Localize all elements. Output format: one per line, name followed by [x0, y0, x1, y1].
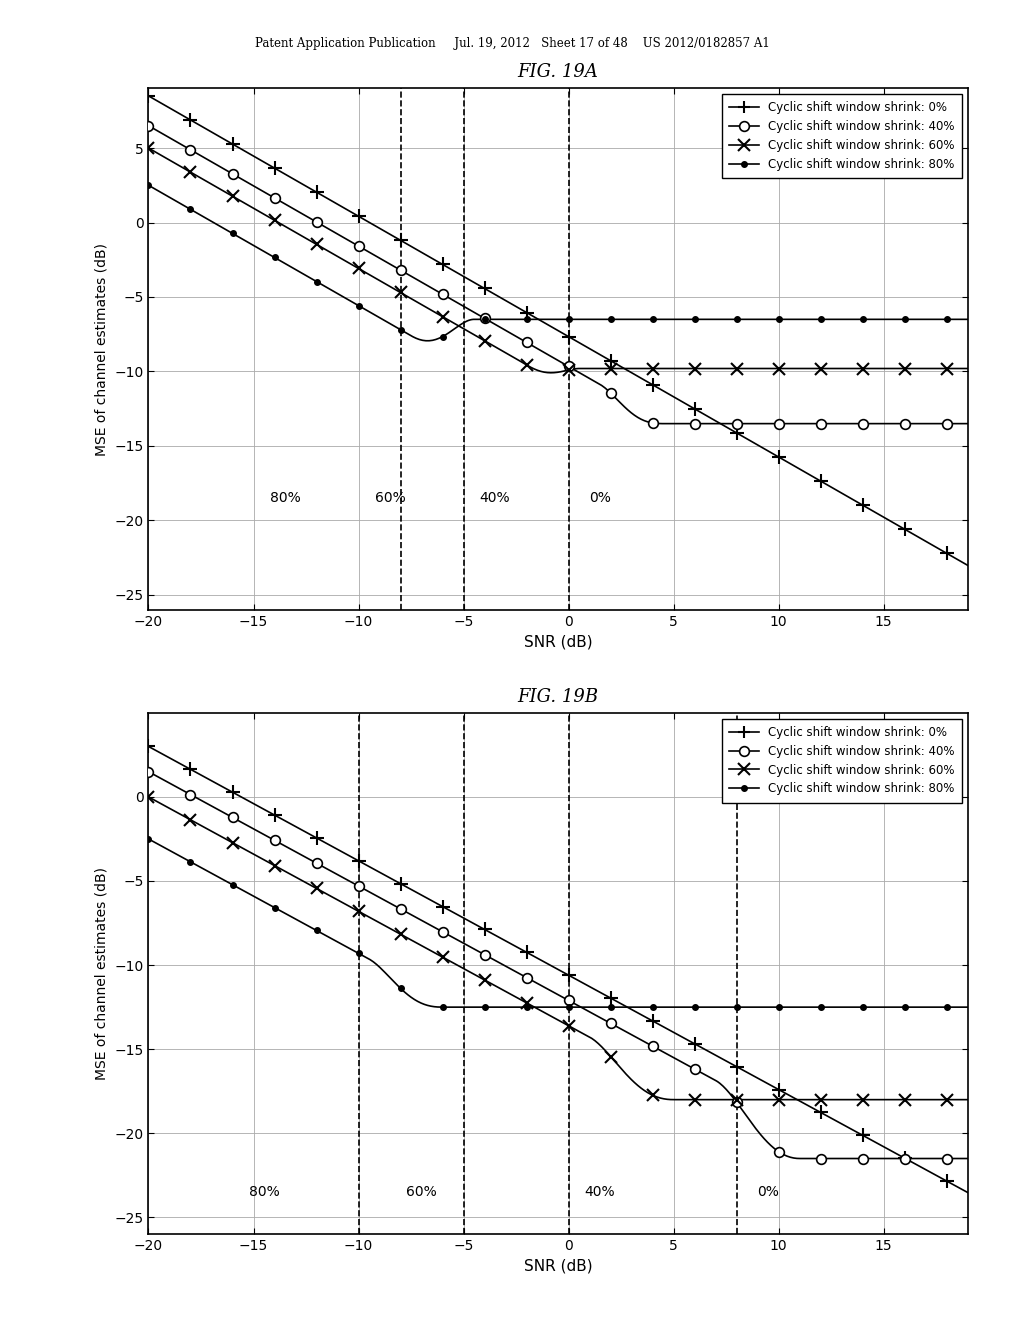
Text: 60%: 60%	[375, 491, 406, 506]
Y-axis label: MSE of channel estimates (dB): MSE of channel estimates (dB)	[95, 867, 109, 1080]
Title: FIG. 19A: FIG. 19A	[518, 63, 598, 82]
Legend: Cyclic shift window shrink: 0%, Cyclic shift window shrink: 40%, Cyclic shift wi: Cyclic shift window shrink: 0%, Cyclic s…	[722, 94, 962, 178]
Y-axis label: MSE of channel estimates (dB): MSE of channel estimates (dB)	[95, 243, 109, 455]
Text: 80%: 80%	[269, 491, 300, 506]
Text: 0%: 0%	[589, 491, 611, 506]
Text: 40%: 40%	[585, 1185, 615, 1199]
Text: 40%: 40%	[480, 491, 510, 506]
X-axis label: SNR (dB): SNR (dB)	[523, 1258, 593, 1274]
Text: 60%: 60%	[407, 1185, 437, 1199]
Legend: Cyclic shift window shrink: 0%, Cyclic shift window shrink: 40%, Cyclic shift wi: Cyclic shift window shrink: 0%, Cyclic s…	[722, 718, 962, 803]
X-axis label: SNR (dB): SNR (dB)	[523, 634, 593, 649]
Title: FIG. 19B: FIG. 19B	[517, 688, 599, 706]
Text: Patent Application Publication     Jul. 19, 2012   Sheet 17 of 48    US 2012/018: Patent Application Publication Jul. 19, …	[255, 37, 769, 50]
Text: 0%: 0%	[757, 1185, 779, 1199]
Text: 80%: 80%	[249, 1185, 280, 1199]
